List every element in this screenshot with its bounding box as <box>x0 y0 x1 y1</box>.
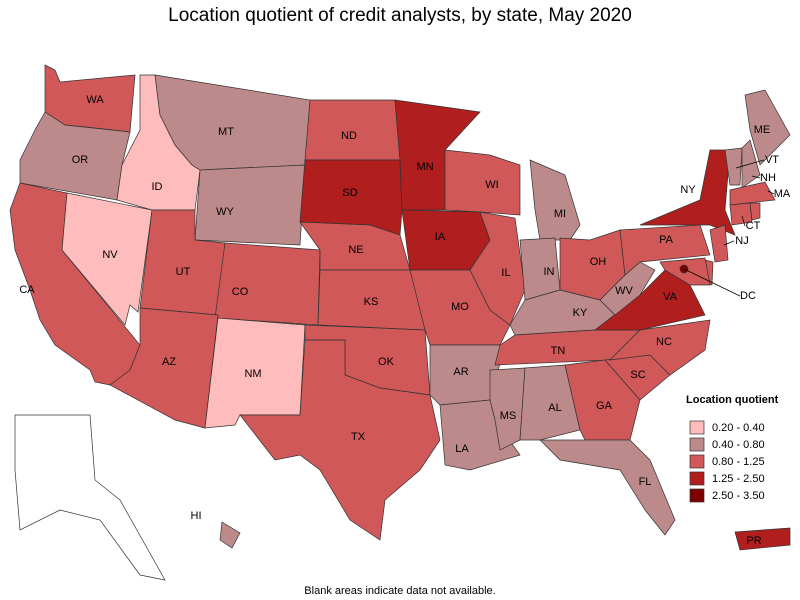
state-label: PR <box>746 535 761 547</box>
legend-swatch <box>689 471 705 486</box>
state-label: MN <box>416 161 433 173</box>
state <box>194 164 306 246</box>
leader-line <box>723 240 735 246</box>
state <box>744 89 791 166</box>
state-label: CO <box>232 286 249 298</box>
state-label: MI <box>554 208 566 220</box>
legend-swatch <box>689 454 705 469</box>
state-label: MA <box>774 188 791 200</box>
state <box>729 181 776 206</box>
state-label: KY <box>573 307 588 319</box>
state <box>519 364 581 441</box>
state <box>239 339 441 541</box>
state-label: NM <box>244 368 261 380</box>
state <box>539 439 676 536</box>
state-label: OK <box>378 356 395 368</box>
state-label: WV <box>615 285 633 297</box>
state-label: NC <box>656 336 672 348</box>
state-label: MO <box>451 301 469 313</box>
legend-swatch <box>689 437 705 452</box>
state-label: WY <box>216 206 234 218</box>
state-label: IA <box>435 231 446 243</box>
state-label: NH <box>760 172 776 184</box>
state <box>729 202 753 226</box>
legend-swatch <box>689 420 705 435</box>
state-label: OH <box>590 256 607 268</box>
state-label: MT <box>218 126 234 138</box>
state-label: ME <box>754 124 771 136</box>
state-label: AL <box>548 402 561 414</box>
leader-line <box>735 159 765 169</box>
state-label: TX <box>351 431 366 443</box>
legend-swatch <box>689 488 705 503</box>
state <box>469 211 526 326</box>
state <box>724 147 743 186</box>
state-label: SC <box>630 369 645 381</box>
state-label: CT <box>746 220 761 232</box>
state-label: WI <box>485 179 498 191</box>
state-label: DC <box>740 290 756 302</box>
legend-label: 1.25 - 2.50 <box>712 473 765 485</box>
leader-line <box>751 175 761 179</box>
state-label: GA <box>596 400 613 412</box>
state-label: ND <box>341 130 357 142</box>
state-label: LA <box>455 443 469 455</box>
state-label: UT <box>176 266 191 278</box>
state-label: KS <box>364 296 379 308</box>
states <box>9 64 791 581</box>
state-label: PA <box>659 234 674 246</box>
state-label: IL <box>501 267 510 279</box>
legend-label: 0.40 - 0.80 <box>712 439 765 451</box>
state-label: AR <box>453 366 468 378</box>
state <box>639 149 736 236</box>
state-label: IN <box>544 266 555 278</box>
state-label: OR <box>72 154 89 166</box>
state <box>734 527 791 551</box>
state-label: VT <box>765 154 779 166</box>
state-label: SD <box>342 187 357 199</box>
state <box>444 149 521 216</box>
state <box>529 159 581 241</box>
state-label: ID <box>152 181 163 193</box>
state-label: NV <box>102 249 118 261</box>
state <box>709 224 729 263</box>
state-label: AZ <box>162 356 176 368</box>
leader-line <box>741 215 746 227</box>
state-label: NJ <box>735 235 748 247</box>
leader-line <box>683 268 741 297</box>
labels: WA OR CA NV ID MT WY UT CO AZ NM ND SD NE KS OK TX MN IA MO… <box>19 94 791 547</box>
state <box>219 521 241 549</box>
state-label: MS <box>500 410 517 422</box>
state <box>619 224 711 276</box>
legend-title: Location quotient <box>686 394 779 406</box>
leader-line <box>767 190 775 195</box>
state-label: NY <box>680 184 696 196</box>
state-label: NE <box>348 244 363 256</box>
legend-label: 0.20 - 0.40 <box>712 422 765 434</box>
state-label: HI <box>191 510 202 522</box>
legend-label: 0.80 - 1.25 <box>712 456 765 468</box>
state <box>749 202 761 221</box>
state <box>14 414 166 581</box>
footnote: Blank areas indicate data not available. <box>304 585 495 597</box>
state <box>214 242 321 326</box>
map-title: Location quotient of credit analysts, by… <box>168 5 632 26</box>
state-label: VA <box>663 291 678 303</box>
legend-label: 2.50 - 3.50 <box>712 490 765 502</box>
state-label: WA <box>86 94 104 106</box>
state-label: TN <box>551 345 566 357</box>
legend: 0.20 - 0.40 0.40 - 0.80 0.80 - 1.25 1.25 - … <box>689 420 765 503</box>
state-label: CA <box>19 284 35 296</box>
state-label: FL <box>639 476 652 488</box>
